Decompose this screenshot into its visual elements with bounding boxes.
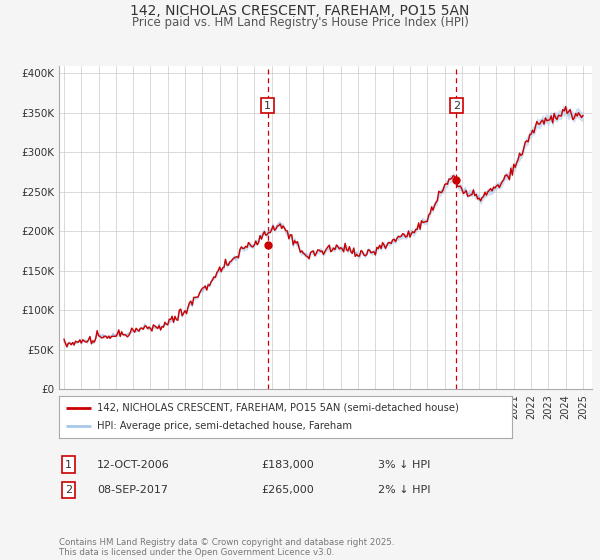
Text: 142, NICHOLAS CRESCENT, FAREHAM, PO15 5AN (semi-detached house): 142, NICHOLAS CRESCENT, FAREHAM, PO15 5A…: [97, 403, 459, 413]
Text: HPI: Average price, semi-detached house, Fareham: HPI: Average price, semi-detached house,…: [97, 421, 352, 431]
Text: 08-SEP-2017: 08-SEP-2017: [97, 486, 168, 495]
Text: 1: 1: [65, 460, 72, 469]
Text: Price paid vs. HM Land Registry's House Price Index (HPI): Price paid vs. HM Land Registry's House …: [131, 16, 469, 29]
Text: 1: 1: [264, 101, 271, 111]
Text: 2: 2: [65, 486, 72, 495]
Text: 142, NICHOLAS CRESCENT, FAREHAM, PO15 5AN: 142, NICHOLAS CRESCENT, FAREHAM, PO15 5A…: [130, 4, 470, 18]
Text: 12-OCT-2006: 12-OCT-2006: [97, 460, 170, 469]
Text: 3% ↓ HPI: 3% ↓ HPI: [379, 460, 431, 469]
Text: 2: 2: [453, 101, 460, 111]
Text: £265,000: £265,000: [261, 486, 314, 495]
Text: 2% ↓ HPI: 2% ↓ HPI: [379, 486, 431, 495]
Text: £183,000: £183,000: [261, 460, 314, 469]
Text: Contains HM Land Registry data © Crown copyright and database right 2025.
This d: Contains HM Land Registry data © Crown c…: [59, 538, 394, 557]
